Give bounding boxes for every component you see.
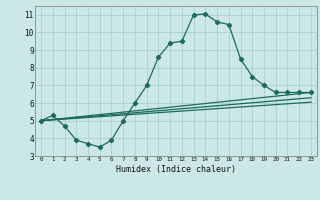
X-axis label: Humidex (Indice chaleur): Humidex (Indice chaleur) (116, 165, 236, 174)
